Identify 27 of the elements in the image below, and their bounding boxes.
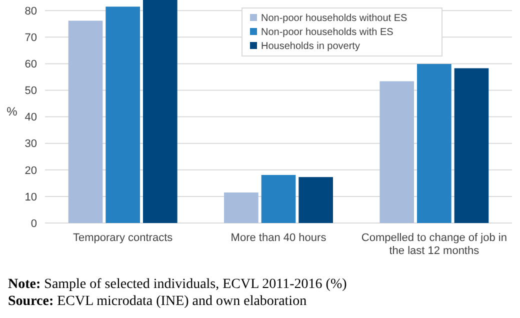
bar [142, 0, 178, 223]
legend-label: Households in poverty [261, 41, 360, 52]
y-tick-label: 50 [24, 85, 37, 98]
text: Note: Sample of selected individuals, ECVL 2011-2016 (%) [8, 277, 348, 292]
bar [106, 6, 140, 223]
y-tick-label: 70 [24, 32, 37, 44]
x-tick-label: More than 40 hours [230, 232, 327, 244]
y-tick-label: 40 [24, 112, 37, 124]
bar [68, 20, 103, 223]
y-tick-label: 30 [24, 138, 37, 150]
bar [261, 174, 296, 223]
bar [380, 81, 414, 223]
legend-label: Non-poor households with ES [261, 27, 394, 38]
bar [417, 64, 452, 223]
y-tick-label: 0 [30, 218, 37, 230]
source-note: Source: ECVL microdata (INE) and own elaboration [8, 294, 307, 309]
y-tick-label: 60 [24, 58, 37, 71]
y-axis-title: % [6, 104, 18, 119]
bar [298, 177, 333, 223]
x-tick-label: Compelled to change of job in the last 12 months [361, 232, 507, 257]
y-tick-label: 20 [24, 164, 37, 177]
bar [224, 192, 258, 223]
y-tick-label: 10 [24, 191, 37, 204]
bar [454, 68, 489, 223]
x-tick-label: Temporary contracts [73, 232, 174, 244]
y-tick-label: 80 [24, 5, 37, 18]
legend-label: Non-poor households without ES [261, 13, 408, 24]
